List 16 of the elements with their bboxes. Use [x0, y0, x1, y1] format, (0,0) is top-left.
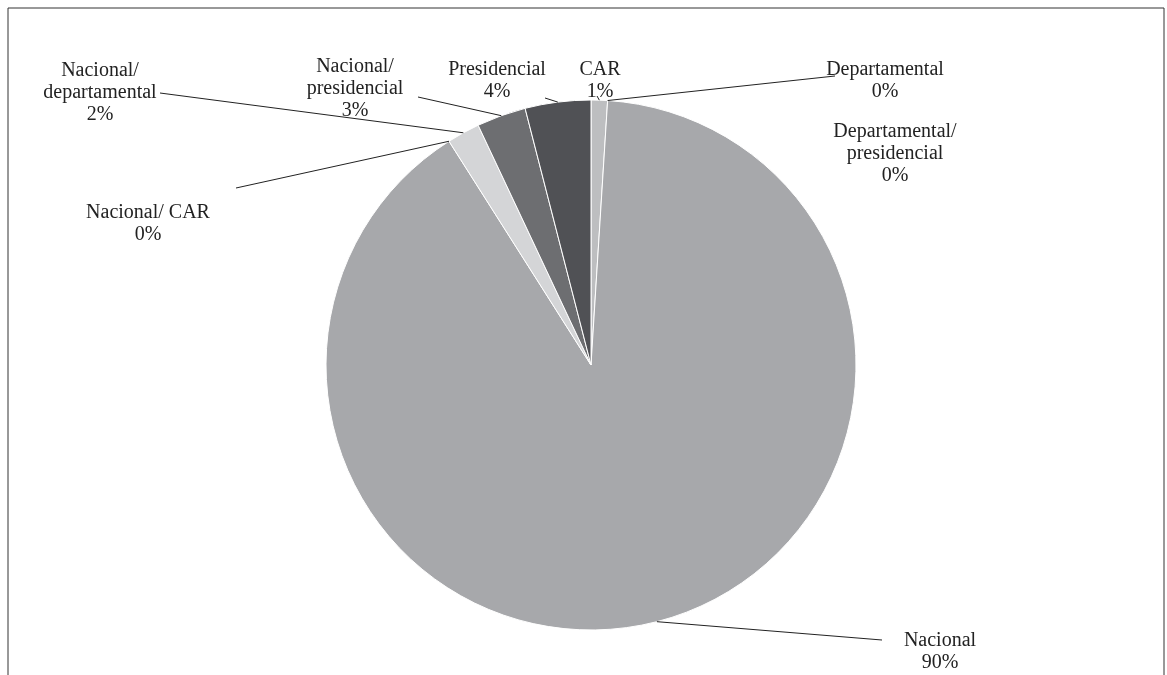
text: 0% — [881, 163, 909, 185]
data-label: 3% — [341, 98, 369, 120]
category-label: Departamental — [826, 57, 944, 79]
slice-label: Presidencial — [448, 57, 547, 79]
text: 0% — [134, 222, 162, 244]
category-label: Departamental/presidencial — [833, 119, 957, 163]
data-label: 4% — [483, 79, 511, 101]
slice-label: Nacional/departamental — [43, 58, 158, 103]
slice-label: CAR — [579, 57, 622, 79]
data-label: 1% — [586, 79, 614, 101]
category-label: Nacional/ CAR — [86, 200, 210, 222]
slice-label: Nacional/presidencial — [306, 54, 404, 99]
data-label: 90% — [921, 650, 959, 672]
data-label: 2% — [86, 102, 114, 124]
text: 0% — [871, 79, 899, 101]
slice-label: Nacional — [903, 628, 977, 650]
